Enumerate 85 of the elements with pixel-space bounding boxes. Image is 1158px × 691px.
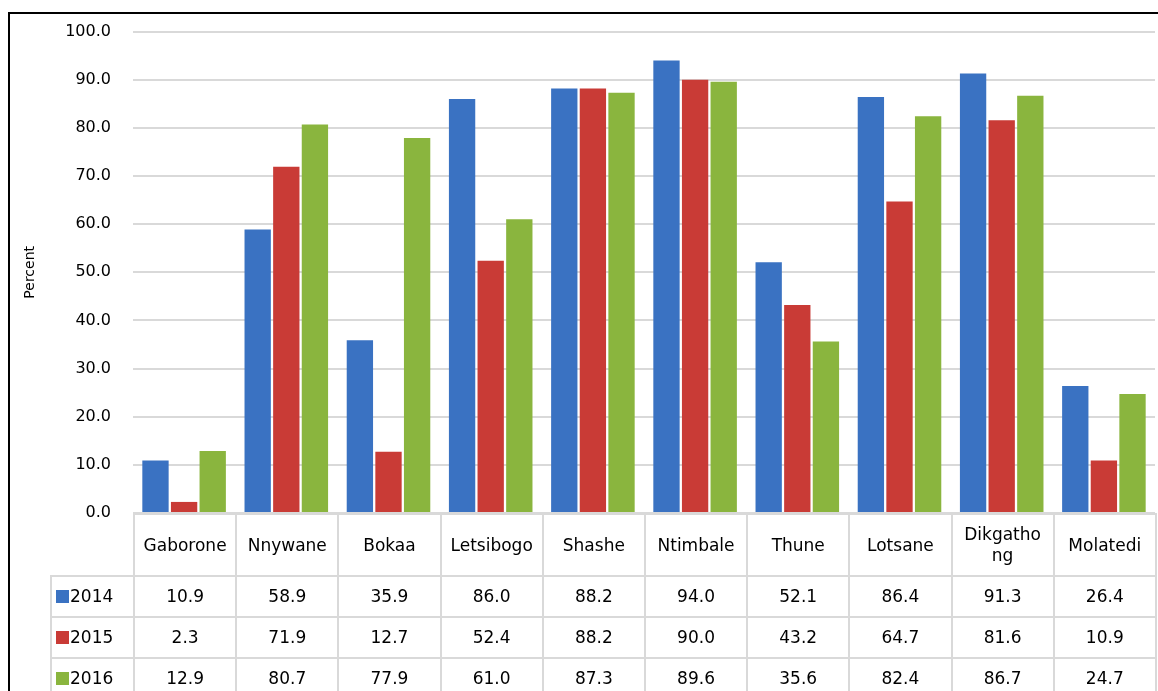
bar bbox=[1017, 95, 1044, 512]
y-tick-label: 30.0 bbox=[75, 357, 111, 377]
data-label: 86.0 bbox=[440, 576, 543, 617]
data-label: 86.7 bbox=[951, 658, 1054, 691]
bar bbox=[681, 79, 709, 512]
bar bbox=[551, 88, 578, 512]
data-label: 88.2 bbox=[542, 576, 645, 617]
bar bbox=[403, 137, 431, 512]
bar bbox=[1062, 385, 1089, 512]
y-axis-title: Percent bbox=[21, 245, 38, 299]
x-tick-label: Bokaa bbox=[338, 514, 441, 576]
bar bbox=[710, 81, 737, 512]
bar bbox=[959, 73, 987, 512]
y-tick-label: 50.0 bbox=[75, 261, 111, 281]
x-tick-label: Thune bbox=[747, 514, 850, 576]
data-label: 24.7 bbox=[1053, 658, 1156, 691]
bar bbox=[375, 451, 402, 512]
bar bbox=[170, 501, 198, 512]
bar bbox=[653, 60, 680, 512]
data-label: 82.4 bbox=[849, 658, 952, 691]
y-tick-label: 80.0 bbox=[75, 117, 111, 137]
y-tick-label: 20.0 bbox=[75, 405, 111, 425]
data-label: 80.7 bbox=[236, 658, 339, 691]
data-label: 52.4 bbox=[440, 617, 543, 658]
bar bbox=[142, 460, 169, 512]
data-label: 12.9 bbox=[134, 658, 237, 691]
y-tick-label: 40.0 bbox=[75, 309, 111, 329]
data-label: 2.3 bbox=[134, 617, 237, 658]
bar bbox=[579, 88, 607, 512]
data-label: 10.9 bbox=[1053, 617, 1156, 658]
x-tick-label: Lotsane bbox=[849, 514, 952, 576]
bar bbox=[273, 166, 300, 512]
y-tick-label: 100.0 bbox=[65, 20, 111, 40]
data-label: 35.6 bbox=[747, 658, 850, 691]
data-label: 81.6 bbox=[951, 617, 1054, 658]
legend-label: 2014 bbox=[51, 576, 134, 617]
y-tick-label: 70.0 bbox=[75, 165, 111, 185]
data-label: 90.0 bbox=[644, 617, 748, 658]
x-tick-label: Dikgathong bbox=[951, 514, 1054, 576]
data-label: 10.9 bbox=[134, 576, 237, 617]
y-tick-label: 60.0 bbox=[75, 213, 111, 233]
x-tick-label: Letsibogo bbox=[440, 514, 543, 576]
bar bbox=[1119, 394, 1146, 512]
data-label: 43.2 bbox=[747, 617, 850, 658]
bar bbox=[477, 260, 504, 512]
bar bbox=[506, 219, 533, 512]
bar bbox=[988, 120, 1015, 512]
x-tick-label: Gaborone bbox=[134, 514, 237, 576]
x-tick-label: Molatedi bbox=[1053, 514, 1156, 576]
data-label: 89.6 bbox=[644, 658, 748, 691]
legend-label: 2015 bbox=[51, 617, 134, 658]
bar bbox=[886, 201, 913, 512]
y-tick-label: 0.0 bbox=[85, 502, 111, 522]
data-label: 77.9 bbox=[338, 658, 441, 691]
x-tick-label: Shashe bbox=[542, 514, 645, 576]
x-tick-label: Nnywane bbox=[236, 514, 339, 576]
data-label: 52.1 bbox=[747, 576, 850, 617]
bar bbox=[346, 340, 374, 512]
data-label: 88.2 bbox=[542, 617, 645, 658]
bar bbox=[914, 116, 942, 512]
bar bbox=[784, 305, 811, 512]
data-label: 58.9 bbox=[236, 576, 339, 617]
data-label: 35.9 bbox=[338, 576, 441, 617]
legend-label: 2016 bbox=[51, 658, 134, 691]
bar bbox=[1090, 460, 1118, 512]
data-label: 86.4 bbox=[849, 576, 952, 617]
bar bbox=[448, 99, 476, 512]
data-label: 87.3 bbox=[542, 658, 645, 691]
bar bbox=[244, 229, 271, 512]
bar bbox=[812, 341, 840, 512]
data-label: 94.0 bbox=[644, 576, 748, 617]
data-label: 26.4 bbox=[1053, 576, 1156, 617]
bar bbox=[199, 450, 226, 512]
y-tick-label: 10.0 bbox=[75, 454, 111, 474]
data-label: 61.0 bbox=[440, 658, 543, 691]
y-tick-label: 90.0 bbox=[75, 68, 111, 88]
bar bbox=[608, 92, 635, 512]
data-label: 64.7 bbox=[849, 617, 952, 658]
bar bbox=[755, 262, 782, 512]
x-tick-label: Ntimbale bbox=[644, 514, 748, 576]
bar bbox=[857, 97, 885, 512]
data-label: 12.7 bbox=[338, 617, 441, 658]
bar bbox=[301, 124, 329, 512]
data-label: 91.3 bbox=[951, 576, 1054, 617]
data-label: 71.9 bbox=[236, 617, 339, 658]
